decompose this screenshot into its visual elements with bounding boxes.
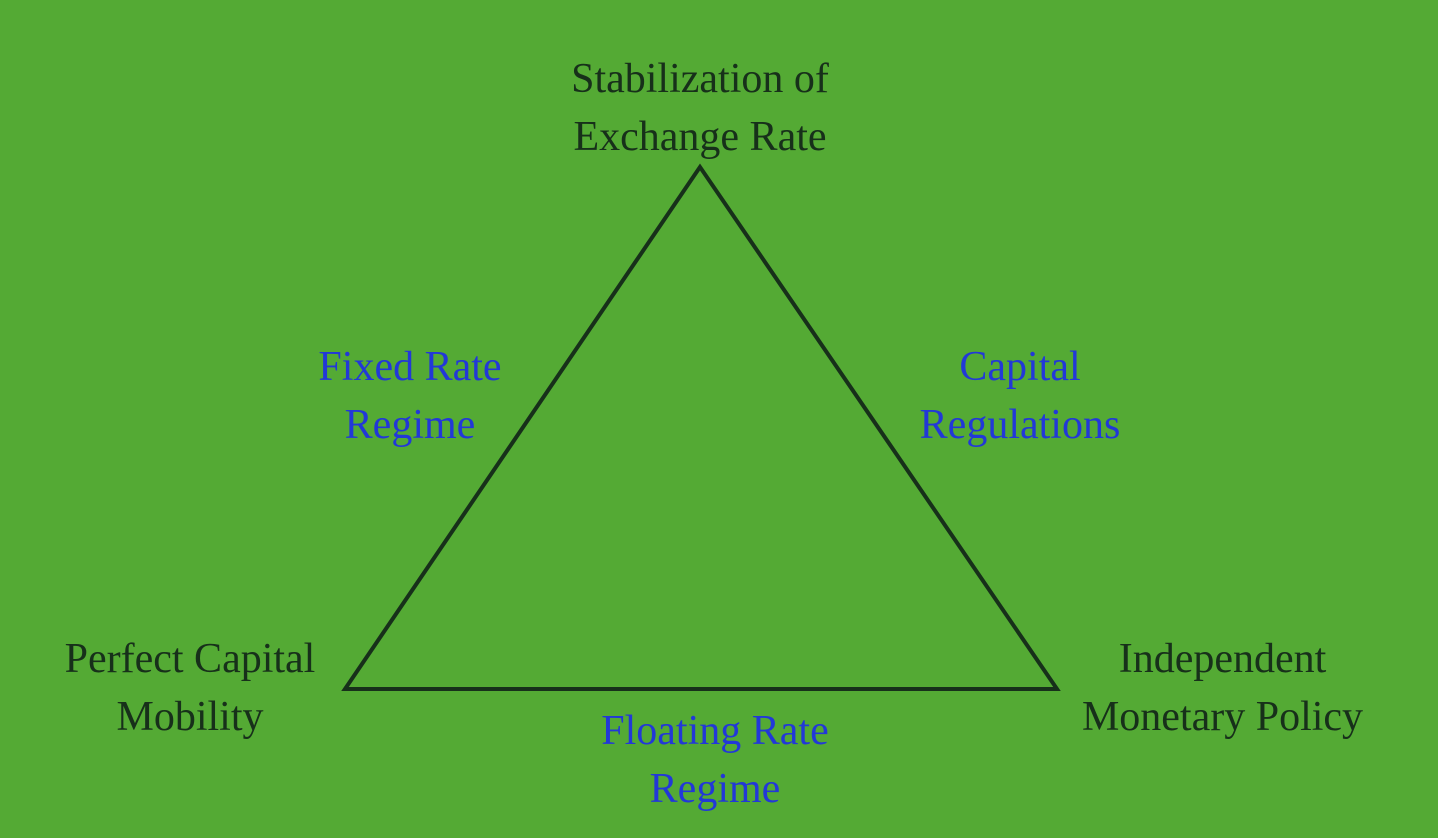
trilemma-triangle [341,163,1061,691]
label-line: Regime [649,766,781,812]
label-line: Monetary Policy [1081,694,1364,740]
label-line: Mobility [116,694,264,740]
vertex-label-perfect-capital-mobility: Perfect Capital Mobility [20,630,360,746]
edge-label-fixed-rate-regime: Fixed Rate Regime [260,338,560,454]
label-line: Regulations [919,402,1121,448]
edge-label-floating-rate-regime: Floating Rate Regime [560,702,870,818]
label-line: Independent [1118,636,1327,682]
label-line: Exchange Rate [573,114,827,160]
edge-label-capital-regulations: Capital Regulations [870,338,1170,454]
vertex-label-independent-monetary-policy: Independent Monetary Policy [1050,630,1395,746]
label-line: Stabilization of [571,56,829,102]
label-line: Perfect Capital [64,636,316,682]
label-line: Capital [959,344,1081,390]
label-line: Regime [344,402,476,448]
vertex-label-exchange-rate-stabilization: Stabilization of Exchange Rate [500,50,900,166]
label-line: Floating Rate [601,708,829,754]
label-line: Fixed Rate [318,344,502,390]
